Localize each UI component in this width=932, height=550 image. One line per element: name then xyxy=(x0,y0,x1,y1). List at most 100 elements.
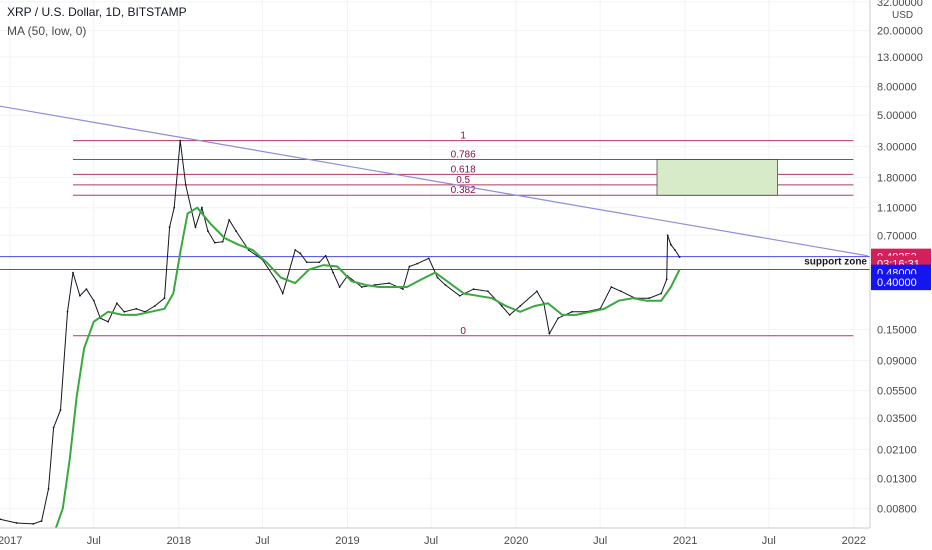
fib-level-label: 0.382 xyxy=(451,185,476,196)
y-tick-label: 8.00000 xyxy=(877,82,917,94)
price-point xyxy=(163,297,166,300)
price-point xyxy=(294,249,297,251)
price-point xyxy=(620,290,622,293)
price-point xyxy=(408,265,411,268)
y-tick-label: 0.01300 xyxy=(877,474,917,486)
price-point xyxy=(427,257,430,260)
fib-level-label: 0.786 xyxy=(451,150,476,161)
x-tick-label: Jul xyxy=(593,535,607,547)
y-tick-label: 3.00000 xyxy=(877,141,917,153)
price-point xyxy=(213,241,216,244)
price-point xyxy=(472,288,475,291)
price-point xyxy=(416,262,419,265)
support-zone-label: support zone xyxy=(804,257,867,268)
price-point xyxy=(674,249,676,251)
price-point xyxy=(173,206,176,209)
x-tick-label: 2020 xyxy=(504,535,528,547)
x-tick-label: 2018 xyxy=(167,535,191,547)
y-tick-label: 0.00800 xyxy=(877,503,917,515)
price-point xyxy=(0,518,1,521)
price-series-line xyxy=(0,140,681,525)
price-point xyxy=(338,286,341,288)
y-tick-label: 13.00000 xyxy=(877,52,923,64)
fib-level-label: 0 xyxy=(460,326,466,337)
price-point xyxy=(107,320,110,323)
y-tick-label: 0.70000 xyxy=(877,230,917,242)
price-point xyxy=(32,523,35,525)
price-point xyxy=(47,488,50,490)
price-point xyxy=(401,288,404,291)
price-point xyxy=(153,305,156,307)
price-point xyxy=(123,310,126,313)
price-point xyxy=(179,139,182,142)
symbol-title[interactable]: XRP / U.S. Dollar, 1D, BITSTAMP xyxy=(7,5,187,19)
y-tick-label: 32.00000 xyxy=(877,0,923,9)
y-tick-label: 1.80000 xyxy=(877,173,917,185)
price-point xyxy=(324,254,327,257)
price-point xyxy=(519,305,522,307)
price-point xyxy=(184,183,187,186)
x-tick-label: Jul xyxy=(87,535,101,547)
fib-level-label: 0.5 xyxy=(456,175,470,186)
price-point xyxy=(666,234,669,237)
fib-level-label: 0.618 xyxy=(451,164,476,175)
price-point xyxy=(15,522,18,524)
price-point xyxy=(85,288,88,291)
y-tick-label: 0.15000 xyxy=(877,324,917,336)
price-point xyxy=(201,206,203,209)
price-point xyxy=(436,276,439,279)
price-point xyxy=(59,409,62,411)
x-tick-label: Jul xyxy=(762,535,776,547)
price-point xyxy=(388,282,390,284)
y-tick-label: 20.00000 xyxy=(877,26,923,38)
price-point xyxy=(221,240,224,243)
price-point xyxy=(135,307,138,310)
price-point xyxy=(281,292,284,295)
price-point xyxy=(610,286,613,288)
price-point xyxy=(194,226,197,229)
price-point xyxy=(235,230,237,232)
price-point xyxy=(207,230,209,232)
price-point xyxy=(299,252,302,255)
price-point xyxy=(115,302,118,305)
price-point xyxy=(360,286,363,288)
price-point xyxy=(444,284,447,286)
price-point xyxy=(557,317,560,320)
price-point xyxy=(305,261,308,264)
price-point xyxy=(535,290,538,293)
price-point xyxy=(52,426,55,429)
y-tick-label: 5.00000 xyxy=(877,110,917,122)
price-point xyxy=(168,226,171,229)
price-point xyxy=(648,297,651,300)
price-point xyxy=(79,294,81,297)
x-tick-label: 2017 xyxy=(0,535,22,547)
descending-trendline xyxy=(0,105,868,257)
indicator-legend[interactable]: MA (50, low, 0) xyxy=(7,24,87,38)
target-zone-box xyxy=(656,159,778,196)
price-point xyxy=(72,271,74,274)
x-tick-label: 2021 xyxy=(673,535,697,547)
price-point xyxy=(500,305,503,307)
x-tick-label: 2022 xyxy=(842,535,866,547)
moving-average-line xyxy=(54,206,681,529)
fib-level-label: 1 xyxy=(460,131,466,142)
price-point xyxy=(332,271,335,274)
currency-label: USD xyxy=(892,10,913,21)
y-tick-label: 0.02100 xyxy=(877,444,917,456)
y-tick-label: 0.05500 xyxy=(877,386,917,398)
price-point xyxy=(40,520,43,522)
y-tick-label: 0.09000 xyxy=(877,356,917,368)
price-point xyxy=(66,310,69,313)
price-point xyxy=(487,290,489,293)
price-point xyxy=(678,256,681,258)
price-tag-label: 0.40000 xyxy=(877,277,917,289)
price-point xyxy=(660,292,663,295)
price-point xyxy=(275,280,278,283)
y-tick-label: 0.03500 xyxy=(877,413,917,425)
price-tag-box xyxy=(871,274,931,291)
price-point xyxy=(669,243,672,246)
price-point xyxy=(665,278,668,281)
x-tick-label: Jul xyxy=(255,535,269,547)
